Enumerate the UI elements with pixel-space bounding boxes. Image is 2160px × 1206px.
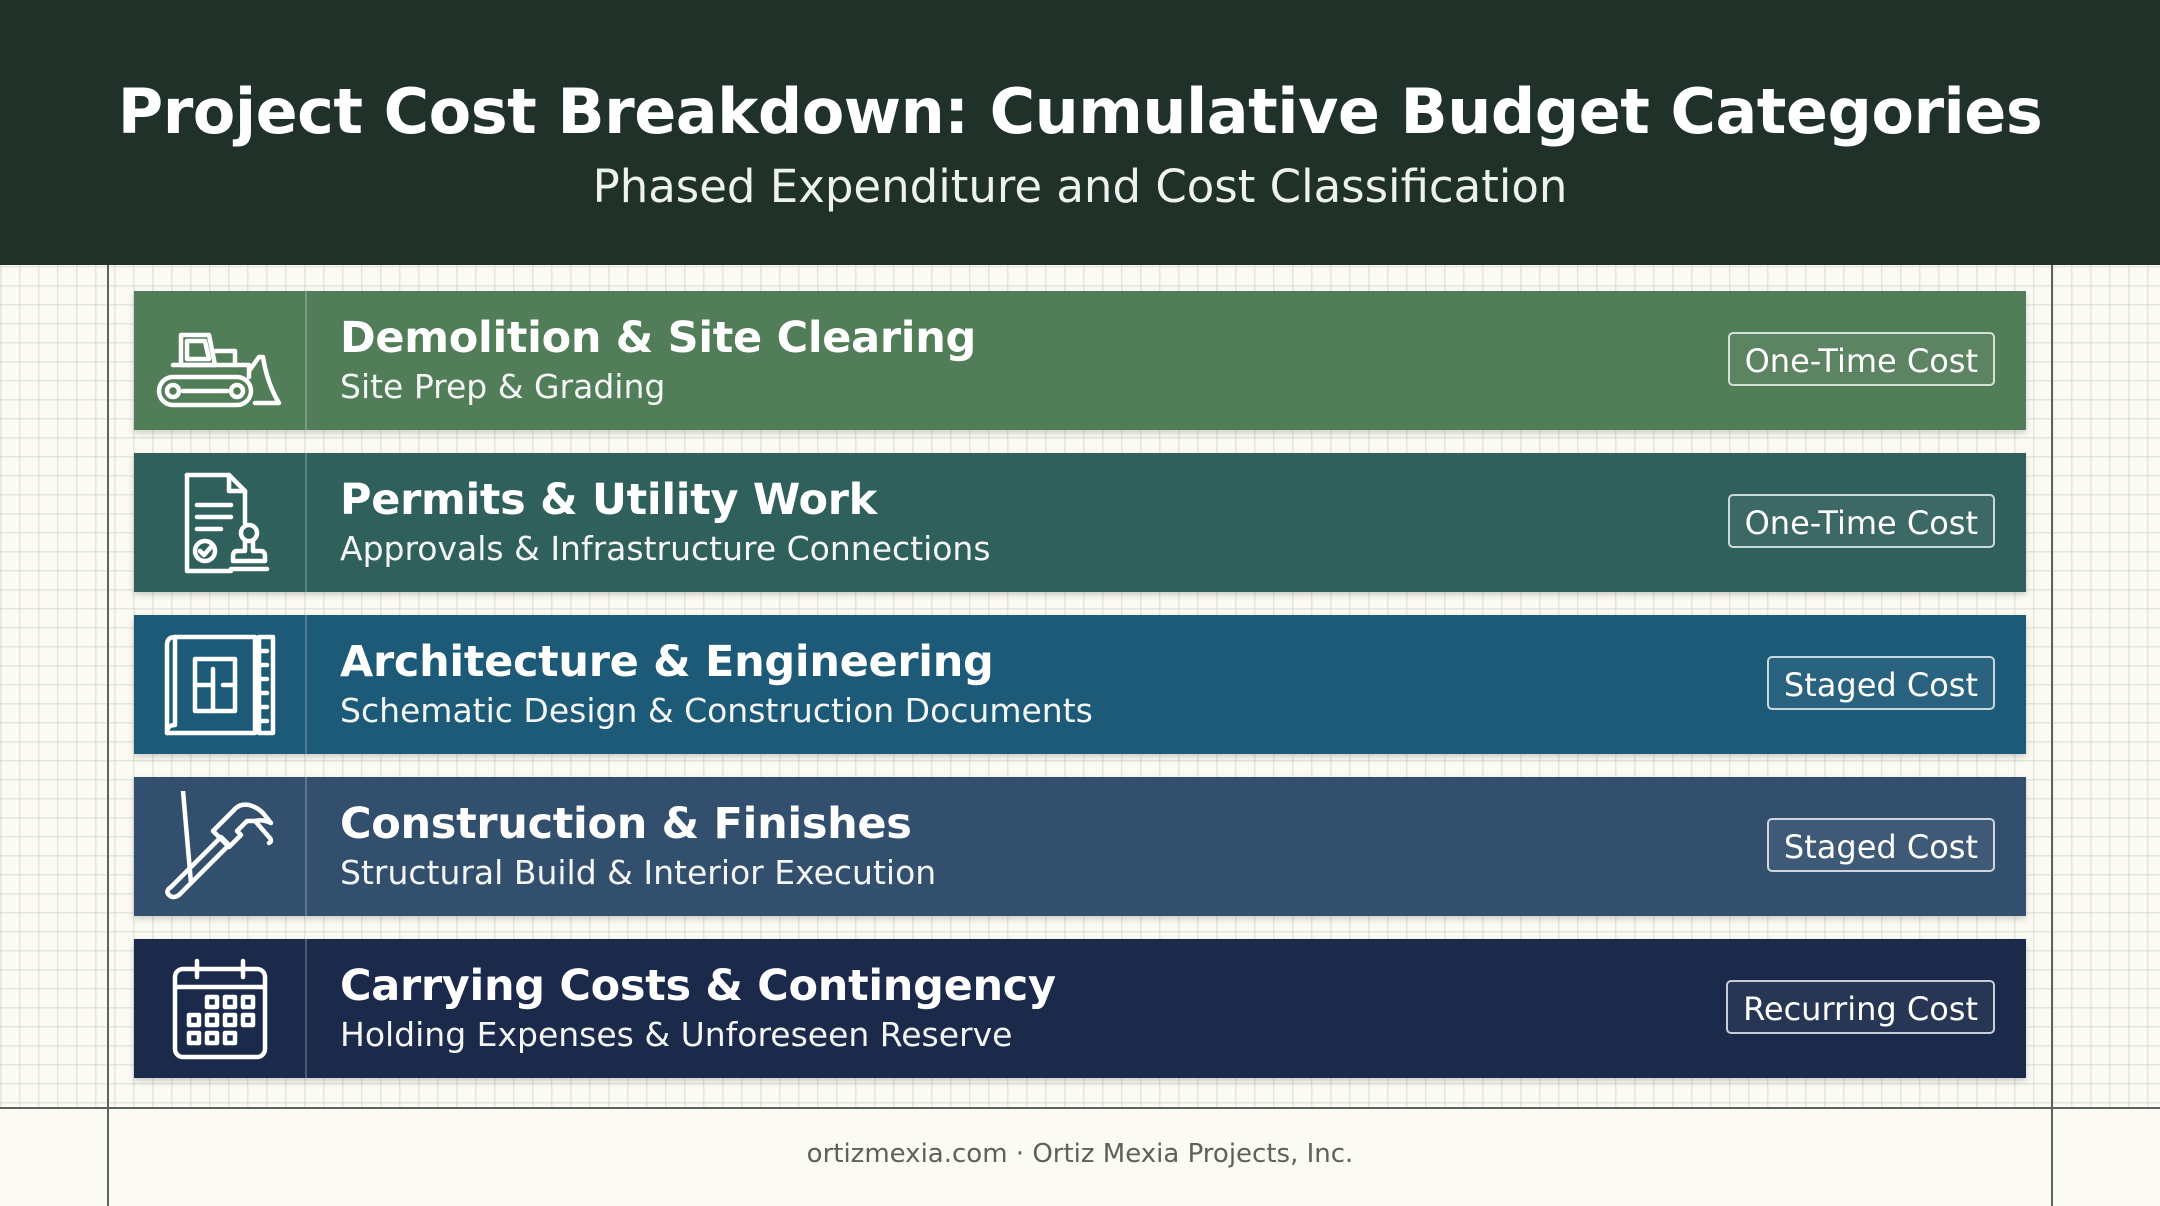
category-row-permits: Permits & Utility Work Approvals & Infra… xyxy=(134,453,2026,592)
category-subtitle: Approvals & Infrastructure Connections xyxy=(340,528,991,568)
icon-cell xyxy=(134,453,307,592)
hammer-icon xyxy=(164,790,273,899)
category-list: Demolition & Site Clearing Site Prep & G… xyxy=(134,291,2026,1078)
cost-type-badge: Recurring Cost xyxy=(1726,980,1995,1034)
category-subtitle: Schematic Design & Construction Document… xyxy=(340,690,1093,730)
category-row-demolition: Demolition & Site Clearing Site Prep & G… xyxy=(134,291,2026,430)
footer-line-right xyxy=(2051,1109,2053,1206)
category-title: Permits & Utility Work xyxy=(340,474,877,525)
blueprint-icon xyxy=(164,634,275,735)
permit-document-icon xyxy=(184,472,269,573)
footer-area xyxy=(0,1109,2160,1206)
bulldozer-icon xyxy=(156,332,281,407)
footer-line-left xyxy=(107,1109,109,1206)
category-title: Carrying Costs & Contingency xyxy=(340,960,1056,1011)
footer-credit: ortizmexia.com · Ortiz Mexia Projects, I… xyxy=(806,1139,1354,1169)
frame-line-left xyxy=(107,265,109,1206)
page-title: Project Cost Breakdown: Cumulative Budge… xyxy=(117,75,2043,148)
cost-type-badge: Staged Cost xyxy=(1766,818,1995,872)
cost-type-badge: One-Time Cost xyxy=(1727,332,1995,386)
category-title: Architecture & Engineering xyxy=(340,636,994,687)
frame-line-bottom xyxy=(0,1107,2160,1109)
cost-type-badge: One-Time Cost xyxy=(1727,494,1995,548)
category-row-construction: Construction & Finishes Structural Build… xyxy=(134,777,2026,916)
category-subtitle: Site Prep & Grading xyxy=(340,366,666,406)
icon-cell xyxy=(134,291,307,430)
category-row-architecture: Architecture & Engineering Schematic Des… xyxy=(134,615,2026,754)
page-subtitle: Phased Expenditure and Cost Classificati… xyxy=(592,160,1568,213)
calendar-icon xyxy=(172,958,267,1059)
category-title: Construction & Finishes xyxy=(340,798,912,849)
category-subtitle: Holding Expenses & Unforeseen Reserve xyxy=(340,1014,1013,1054)
category-row-carrying-costs: Carrying Costs & Contingency Holding Exp… xyxy=(134,939,2026,1078)
icon-cell xyxy=(134,939,307,1078)
category-subtitle: Structural Build & Interior Execution xyxy=(340,852,937,892)
header-banner: Project Cost Breakdown: Cumulative Budge… xyxy=(0,0,2160,265)
category-title: Demolition & Site Clearing xyxy=(340,312,976,363)
icon-cell xyxy=(134,615,307,754)
cost-type-badge: Staged Cost xyxy=(1766,656,1995,710)
frame-line-right xyxy=(2051,265,2053,1206)
icon-cell xyxy=(134,777,307,916)
